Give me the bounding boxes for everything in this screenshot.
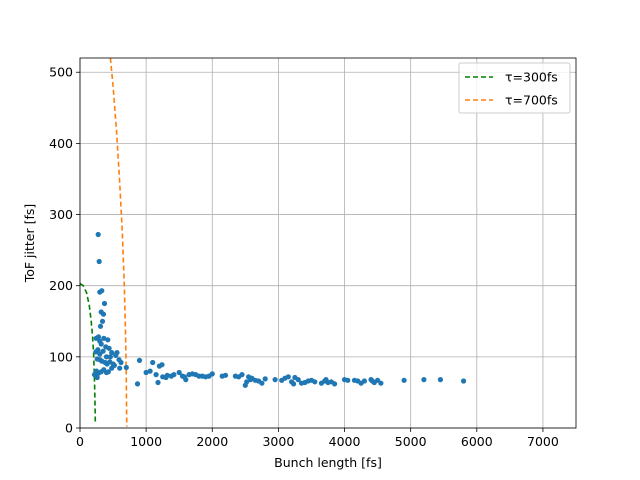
scatter-point [99, 288, 105, 294]
scatter-point [98, 341, 104, 347]
scatter-point [101, 300, 108, 307]
scatter-point [262, 376, 268, 382]
scatter-point [96, 258, 102, 265]
scatter-point [105, 369, 111, 375]
scatter-point [136, 357, 143, 363]
legend-label-tau300: τ=300fs [505, 70, 558, 85]
x-tick-label: 2000 [196, 434, 228, 449]
y-axis-label: ToF jitter [fs] [22, 204, 37, 284]
scatter-point [103, 354, 110, 360]
scatter-point [153, 372, 159, 378]
scatter-point [117, 365, 123, 371]
scatter-point [272, 377, 278, 383]
x-tick-label: 3000 [262, 434, 294, 449]
axis-ticks: 0 1000 2000 3000 4000 5000 6000 7000 0 100 200 300 4… [49, 65, 559, 449]
x-tick-label: 0 [76, 434, 84, 449]
scatter-point [332, 381, 338, 387]
scatter-point [291, 381, 297, 387]
scatter-point [97, 323, 104, 329]
scatter-point [437, 377, 443, 383]
x-tick-label: 7000 [527, 434, 559, 449]
scatter-point [150, 359, 156, 366]
plot-frame [79, 57, 577, 429]
scatter-point [239, 372, 245, 378]
scatter-point [107, 354, 113, 360]
scatter-point [378, 380, 384, 386]
scatter-point [123, 364, 129, 371]
scatter-point [95, 231, 101, 238]
scatter-point [159, 362, 165, 368]
scatter-point [183, 377, 189, 383]
scatter-points [91, 231, 467, 388]
scatter-point [105, 337, 111, 343]
scatter-point [361, 378, 367, 384]
scatter-point [91, 372, 98, 378]
scatter-point [147, 368, 153, 374]
scatter-point [345, 377, 351, 383]
scatter-point [155, 379, 161, 386]
legend-box [458, 62, 571, 114]
scatter-point [259, 380, 265, 386]
x-tick-label: 6000 [461, 434, 493, 449]
curve-tau300 [80, 282, 97, 423]
scatter-point [401, 377, 407, 383]
scatter-point [113, 352, 119, 358]
scatter-point [111, 362, 117, 368]
scatter-point [109, 350, 115, 356]
scatter-point [176, 369, 182, 376]
scatter-point [100, 311, 107, 317]
y-tick-label: 0 [65, 421, 73, 436]
scatter-point [171, 372, 177, 378]
scatter-point [209, 371, 215, 377]
scatter-point [106, 345, 112, 351]
curve-tau700 [109, 58, 128, 427]
scatter-point [100, 348, 106, 354]
legend-label-tau700: τ=700fs [505, 93, 558, 108]
scatter-point [244, 379, 250, 385]
scatter-point [222, 372, 229, 378]
scatter-point [118, 359, 124, 366]
y-tick-label: 500 [49, 65, 73, 80]
scatter-point [312, 379, 318, 385]
x-tick-label: 1000 [130, 434, 162, 449]
y-tick-label: 300 [49, 207, 73, 222]
x-tick-label: 4000 [329, 434, 361, 449]
scatter-point [95, 334, 102, 340]
y-tick-label: 200 [49, 278, 73, 293]
legend: τ=300fs τ=700fs [458, 62, 571, 114]
scatter-point [295, 377, 301, 383]
scatter-point [99, 318, 106, 324]
scatter-point [134, 381, 141, 387]
tau-curves [80, 58, 128, 427]
scatter-point [164, 372, 170, 378]
scatter-point [461, 378, 467, 384]
y-tick-label: 400 [49, 136, 73, 151]
scatter-point [95, 347, 101, 353]
x-axis-label: Bunch length [fs] [274, 455, 382, 470]
y-tick-label: 100 [49, 349, 73, 364]
scatter-point [285, 374, 291, 380]
scatter-point [143, 369, 149, 376]
scatter-point [101, 335, 107, 341]
scatter-point [421, 377, 427, 383]
x-tick-label: 5000 [395, 434, 427, 449]
